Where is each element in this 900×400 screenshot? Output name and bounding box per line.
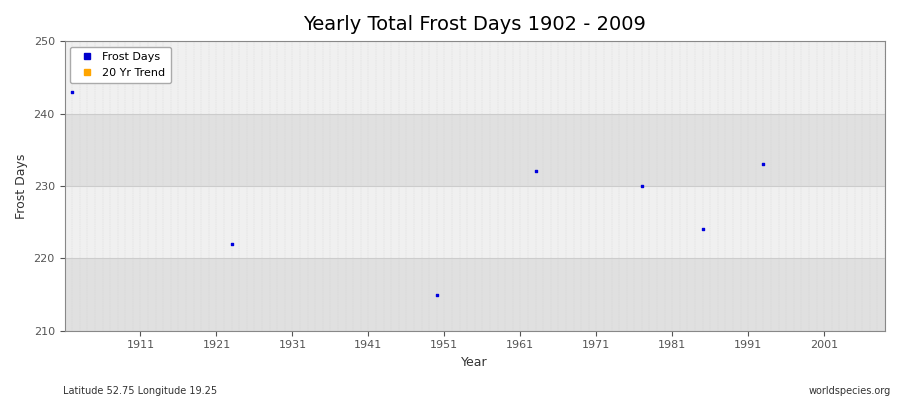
Title: Yearly Total Frost Days 1902 - 2009: Yearly Total Frost Days 1902 - 2009 — [303, 15, 646, 34]
Bar — [65, 186, 885, 258]
Legend: Frost Days, 20 Yr Trend: Frost Days, 20 Yr Trend — [70, 47, 171, 83]
X-axis label: Year: Year — [462, 356, 488, 369]
Point — [224, 241, 238, 247]
Y-axis label: Frost Days: Frost Days — [15, 153, 28, 219]
Bar — [65, 114, 885, 186]
Point — [528, 168, 543, 175]
Bar — [65, 41, 885, 114]
Point — [756, 161, 770, 167]
Point — [65, 88, 79, 95]
Point — [429, 291, 444, 298]
Point — [696, 226, 710, 232]
Bar — [65, 258, 885, 331]
Point — [634, 183, 649, 189]
Text: worldspecies.org: worldspecies.org — [809, 386, 891, 396]
Text: Latitude 52.75 Longitude 19.25: Latitude 52.75 Longitude 19.25 — [63, 386, 217, 396]
